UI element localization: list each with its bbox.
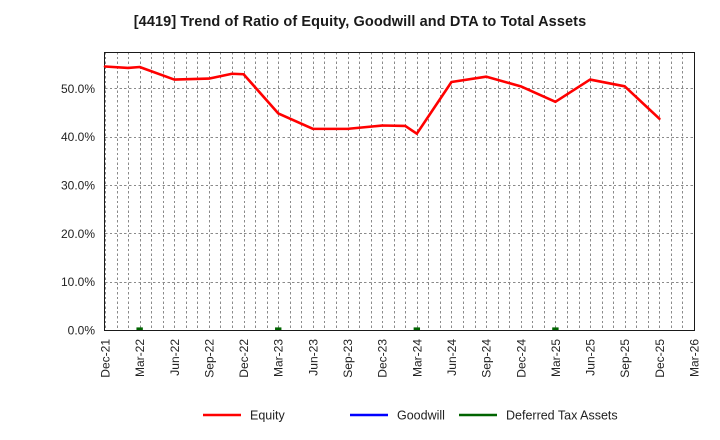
y-axis-tick-label: 40.0% — [61, 130, 95, 144]
x-axis-tick-label: Dec-21 — [99, 339, 113, 378]
x-axis-tick-label: Dec-22 — [237, 339, 251, 378]
y-axis-tick-label: 0.0% — [68, 324, 96, 338]
x-axis-tick-label: Jun-25 — [584, 339, 598, 376]
x-axis-tick-label: Mar-25 — [549, 339, 563, 377]
y-axis-tick-label: 30.0% — [61, 178, 95, 192]
y-axis-tick-label: 20.0% — [61, 227, 95, 241]
series-line-equity — [103, 65, 661, 136]
plot-frame — [103, 51, 696, 332]
x-axis-tick-label: Dec-25 — [653, 339, 667, 378]
x-axis-tick-labels: Dec-21 Mar-22 Jun-22 Sep-22 Dec-22 Mar-23 Jun-… — [99, 339, 702, 378]
x-axis-tick-label: Sep-23 — [341, 339, 355, 378]
x-axis-tick-label: Jun-23 — [306, 339, 320, 376]
x-axis-tick-label: Sep-25 — [618, 339, 632, 378]
data-series-group — [103, 65, 661, 331]
legend-label-goodwill: Goodwill — [397, 408, 445, 422]
x-axis-tick-label: Mar-26 — [688, 339, 702, 377]
x-axis-tick-label: Mar-24 — [410, 339, 424, 377]
x-axis-tick-label: Sep-24 — [480, 339, 494, 378]
y-axis-tick-label: 50.0% — [61, 82, 95, 96]
legend-label-equity: Equity — [250, 408, 285, 422]
chart-legend: Equity Goodwill Deferred Tax Assets — [203, 408, 618, 422]
legend-label-deferred-tax-assets: Deferred Tax Assets — [506, 408, 618, 422]
x-axis-tick-label: Dec-24 — [514, 339, 528, 378]
vertical-gridlines — [105, 52, 695, 330]
x-axis-tick-label: Sep-22 — [202, 339, 216, 378]
x-axis-tick-label: Mar-23 — [272, 339, 286, 377]
y-axis-tick-label: 10.0% — [61, 275, 95, 289]
x-axis-tick-label: Mar-22 — [133, 339, 147, 377]
x-axis-tick-label: Dec-23 — [376, 339, 390, 378]
y-axis-tick-labels: 0.0% 10.0% 20.0% 30.0% 40.0% 50.0% — [61, 82, 95, 338]
x-axis-tick-label: Jun-22 — [168, 339, 182, 376]
x-axis-tick-label: Jun-24 — [445, 339, 459, 376]
chart-title: [4419] Trend of Ratio of Equity, Goodwil… — [133, 14, 587, 30]
